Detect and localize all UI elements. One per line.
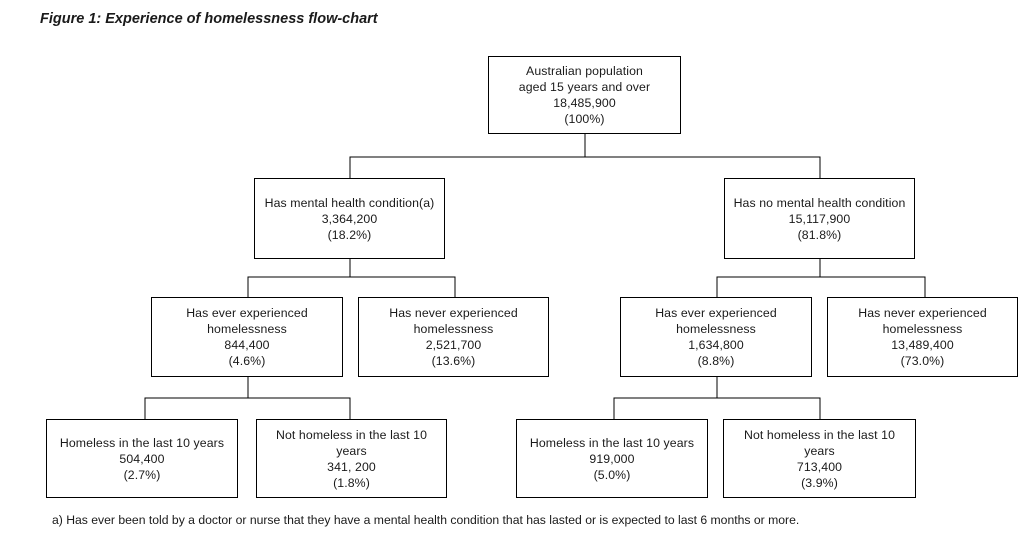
node-line: 504,400 xyxy=(119,451,165,466)
node-australian-population: Australian population aged 15 years and o… xyxy=(488,56,681,134)
node-mh-ever-homeless: Has ever experienced homelessness 844,400 (… xyxy=(151,297,343,377)
connector-nomh-ever-branches xyxy=(613,397,821,419)
node-mh-not-homeless-last-10-years: Not homeless in the last 10 years 341, 200… xyxy=(256,419,447,498)
node-line: 919,000 xyxy=(589,451,635,466)
footnote: a) Has ever been told by a doctor or nur… xyxy=(52,513,800,527)
node-text: Has mental health condition(a) 3,364,200(… xyxy=(265,195,435,243)
node-line: Australian population xyxy=(526,64,643,78)
node-nomh-not-homeless-last-10-years: Not homeless in the last 10 years 713,400(… xyxy=(723,419,916,498)
node-text: Australian population aged 15 years and o… xyxy=(519,63,650,127)
node-line: 1,634,800 xyxy=(688,338,744,352)
node-line: Has no mental health condition xyxy=(733,195,906,210)
node-text: Has ever experienced homelessness 844,400 (… xyxy=(186,305,308,369)
node-has-no-mental-health-condition: Has no mental health condition 15,117,900… xyxy=(724,178,915,259)
node-line: years xyxy=(804,443,835,458)
node-line: (8.8%) xyxy=(697,354,735,368)
connector-root-branches xyxy=(349,156,821,178)
node-line: (18.2%) xyxy=(327,227,372,242)
node-mh-never-homeless: Has never experienced homelessness 2,521,7… xyxy=(358,297,549,377)
node-line: homelessness xyxy=(413,322,494,336)
node-line: Has never experienced xyxy=(389,306,518,320)
node-nomh-ever-homeless: Has ever experienced homelessness 1,634,80… xyxy=(620,297,812,377)
node-text: Has never experienced homelessness 13,489,… xyxy=(858,305,987,369)
node-line: Has ever experienced xyxy=(186,306,308,320)
node-line: (73.0%) xyxy=(900,354,945,368)
node-line: 341, 200 xyxy=(327,459,376,474)
node-line: 18,485,900 xyxy=(553,96,616,110)
node-line: homelessness xyxy=(207,322,287,336)
node-line: homelessness xyxy=(676,322,756,336)
node-has-mental-health-condition: Has mental health condition(a) 3,364,200(… xyxy=(254,178,445,259)
node-line: Has ever experienced xyxy=(655,306,777,320)
node-line: 15,117,900 xyxy=(788,211,851,226)
node-line: Has mental health condition(a) xyxy=(264,195,435,210)
node-line: Not homeless in the last 10 xyxy=(275,427,428,442)
node-text: Homeless in the last 10 years 504,400 (2.7… xyxy=(60,435,224,483)
node-line: Homeless in the last 10 years xyxy=(59,435,225,450)
node-line: 2,521,700 xyxy=(425,338,482,352)
node-line: 13,489,400 xyxy=(891,338,954,352)
node-line: (3.9%) xyxy=(801,475,838,490)
node-text: Has never experienced homelessness 2,521,7… xyxy=(389,305,518,369)
node-text: Homeless in the last 10 years 919,000 (5.0… xyxy=(530,435,694,483)
node-line: (4.6%) xyxy=(228,354,266,368)
node-line: (2.7%) xyxy=(123,467,161,482)
connector-mh-ever-branches xyxy=(144,397,351,419)
node-line: (1.8%) xyxy=(333,475,370,490)
node-text: Not homeless in the last 10 years 341, 200… xyxy=(276,427,427,491)
figure-title: Figure 1: Experience of homelessness flo… xyxy=(40,11,378,27)
node-line: years xyxy=(336,443,367,458)
node-line: 3,364,200 xyxy=(321,211,378,226)
connector-mh-branches xyxy=(247,276,456,297)
node-text: Has no mental health condition 15,117,900… xyxy=(734,195,906,243)
node-line: Homeless in the last 10 years xyxy=(529,435,695,450)
node-text: Not homeless in the last 10 years 713,400(… xyxy=(744,427,895,491)
node-line: Has never experienced xyxy=(858,306,987,320)
node-text: Has ever experienced homelessness 1,634,80… xyxy=(655,305,777,369)
node-line: homelessness xyxy=(882,322,963,336)
node-line: aged 15 years and over xyxy=(518,80,651,94)
node-line: Not homeless in the last 10 xyxy=(743,427,896,442)
node-nomh-never-homeless: Has never experienced homelessness 13,489,… xyxy=(827,297,1018,377)
node-nomh-homeless-last-10-years: Homeless in the last 10 years 919,000 (5.0… xyxy=(516,419,708,498)
node-line: (100%) xyxy=(564,112,605,126)
node-mh-homeless-last-10-years: Homeless in the last 10 years 504,400 (2.7… xyxy=(46,419,238,498)
node-line: 844,400 xyxy=(224,338,270,352)
node-line: (81.8%) xyxy=(797,227,842,242)
connector-nomh-branches xyxy=(716,276,926,297)
node-line: (13.6%) xyxy=(431,354,476,368)
node-line: 713,400 xyxy=(796,459,843,474)
node-line: (5.0%) xyxy=(593,467,631,482)
